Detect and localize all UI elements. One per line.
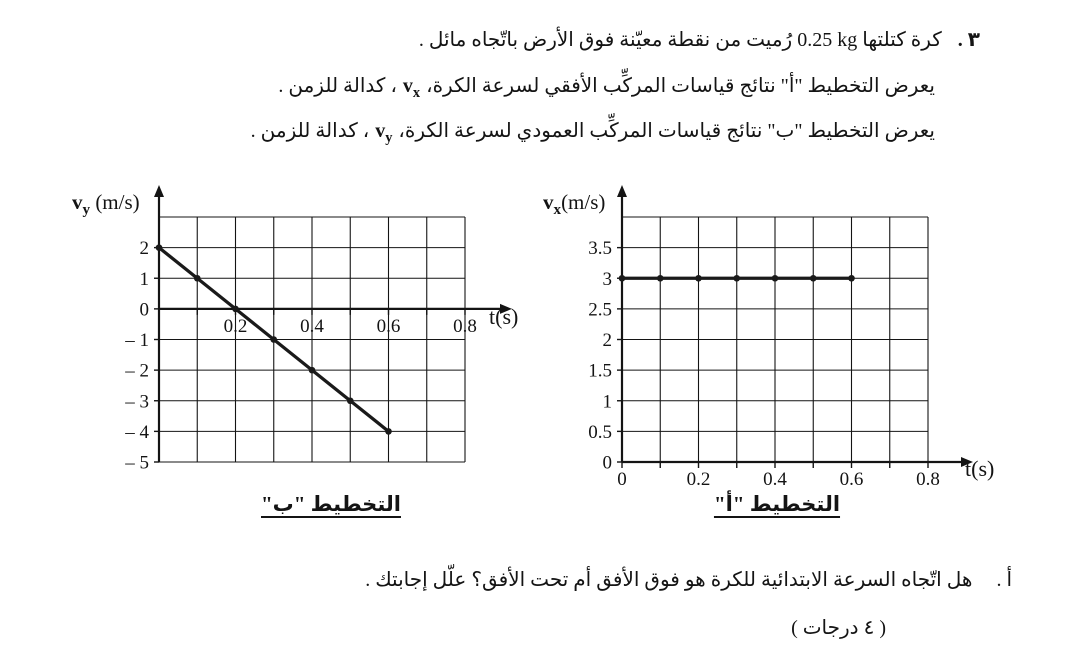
y-tick-label: 0 bbox=[140, 299, 150, 320]
x-tick-label: 0 bbox=[617, 469, 627, 490]
data-point bbox=[270, 336, 278, 343]
diagram-b-xaxis-label: t(s) bbox=[489, 304, 519, 329]
y-tick-label: 2 bbox=[603, 330, 613, 351]
diagram-b-chart: 2 1 0 – 1 – 2 – 3 – 4 – 5 0.2 0.4 0.6 0.8 bbox=[0, 180, 540, 532]
diagram-b-yaxis-label: vy (m/s) bbox=[72, 190, 140, 219]
intro-text-post: رُميت من نقطة معيّنة فوق الأرض باتّجاه م… bbox=[418, 29, 793, 51]
x-tick-label: 0.8 bbox=[916, 469, 940, 490]
x-axis-arrow-icon bbox=[961, 457, 973, 467]
line-a-text-pre: يعرض التخطيط "أ" نتائج قياسات المركِّب ا… bbox=[426, 75, 935, 97]
diagram-a-yaxis-label: vx(m/s) bbox=[543, 190, 606, 219]
diagram-a-description-line: يعرض التخطيط "أ" نتائج قياسات المركِّب ا… bbox=[278, 66, 935, 113]
x-axis-arrow-icon bbox=[500, 303, 512, 314]
y-tick-label: 2.5 bbox=[588, 299, 612, 320]
y-tick-label: 2 bbox=[140, 238, 150, 259]
x-tick-label: 0.6 bbox=[840, 469, 864, 490]
y-tick-label: – 1 bbox=[124, 330, 149, 351]
data-point bbox=[656, 274, 664, 282]
y-tick-label: 0 bbox=[603, 453, 613, 474]
data-point bbox=[848, 274, 855, 282]
y-tick-label: 1.5 bbox=[588, 361, 612, 382]
sub-question-label: أ . bbox=[996, 569, 1012, 591]
line-b-text-post: ، كدالة للزمن . bbox=[250, 120, 370, 142]
y-tick-label: 0.5 bbox=[588, 422, 612, 443]
data-point bbox=[385, 428, 392, 435]
data-point bbox=[232, 305, 239, 313]
intro-text-pre: كرة كتلتها bbox=[862, 29, 942, 51]
diagram-b-svg: 2 1 0 – 1 – 2 – 3 – 4 – 5 0.2 0.4 0.6 0.8 bbox=[124, 185, 512, 474]
y-tick-label: 1 bbox=[140, 269, 150, 290]
y-tick-label: – 5 bbox=[124, 453, 149, 474]
line-b-text-pre: يعرض التخطيط "ب" نتائج قياسات المركِّب ا… bbox=[398, 120, 935, 142]
y-tick-label: – 3 bbox=[124, 391, 149, 412]
data-point bbox=[346, 397, 354, 405]
data-point bbox=[618, 274, 626, 282]
sub-question-text: هل اتّجاه السرعة الابتدائية للكرة هو فوق… bbox=[365, 569, 973, 591]
data-point bbox=[733, 274, 741, 282]
y-tick-label: – 4 bbox=[124, 422, 149, 443]
mass-value: 0.25 kg bbox=[797, 29, 858, 51]
x-tick-label: 0.2 bbox=[687, 469, 711, 490]
marks-line: ( ٤ درجات ) bbox=[791, 617, 886, 639]
vy-symbol: vy bbox=[375, 120, 393, 146]
y-tick-label: 1 bbox=[603, 391, 613, 412]
data-point bbox=[155, 244, 163, 251]
sub-question-line: أ . هل اتّجاه السرعة الابتدائية للكرة هو … bbox=[365, 560, 1012, 600]
diagram-a-svg: 3.5 3 2.5 2 1.5 1 0.5 00 0.2 0.4 0.6 0.8 bbox=[588, 185, 973, 490]
diagram-a-chart: 3.5 3 2.5 2 1.5 1 0.5 0 0 0.2 0.4 0.6 0.8 bbox=[535, 180, 1066, 532]
data-point bbox=[308, 366, 316, 374]
x-tick-label: 0.6 bbox=[377, 316, 401, 337]
problem-intro-line: ٣ . كرة كتلتها 0.25 kg رُميت من نقطة معيّ… bbox=[419, 20, 980, 60]
data-point bbox=[193, 274, 201, 282]
diagram-a-xaxis-label: t(s) bbox=[965, 456, 995, 481]
y-tick-label: – 2 bbox=[124, 361, 149, 382]
data-point bbox=[771, 274, 779, 282]
y-axis-arrow-icon bbox=[617, 185, 627, 197]
y-tick-label: 3.5 bbox=[588, 238, 612, 259]
diagram-b-description-line: يعرض التخطيط "ب" نتائج قياسات المركِّب ا… bbox=[251, 111, 935, 158]
diagram-a-caption: التخطيط "أ" bbox=[713, 492, 841, 516]
y-axis-arrow-icon bbox=[154, 185, 164, 197]
vx-symbol: vx bbox=[402, 75, 421, 101]
y-tick-label: 3 bbox=[603, 269, 613, 290]
x-tick-label: 0.4 bbox=[300, 316, 324, 337]
line-a-text-post: ، كدالة للزمن . bbox=[278, 75, 397, 97]
x-tick-label: 0.8 bbox=[453, 316, 477, 337]
x-tick-label: 0.2 bbox=[224, 316, 248, 337]
data-point bbox=[695, 274, 702, 282]
x-tick-label: 0.4 bbox=[763, 469, 787, 490]
data-point bbox=[809, 274, 817, 282]
diagram-b-caption: التخطيط "ب" bbox=[261, 492, 401, 516]
problem-number: ٣ . bbox=[957, 29, 980, 51]
